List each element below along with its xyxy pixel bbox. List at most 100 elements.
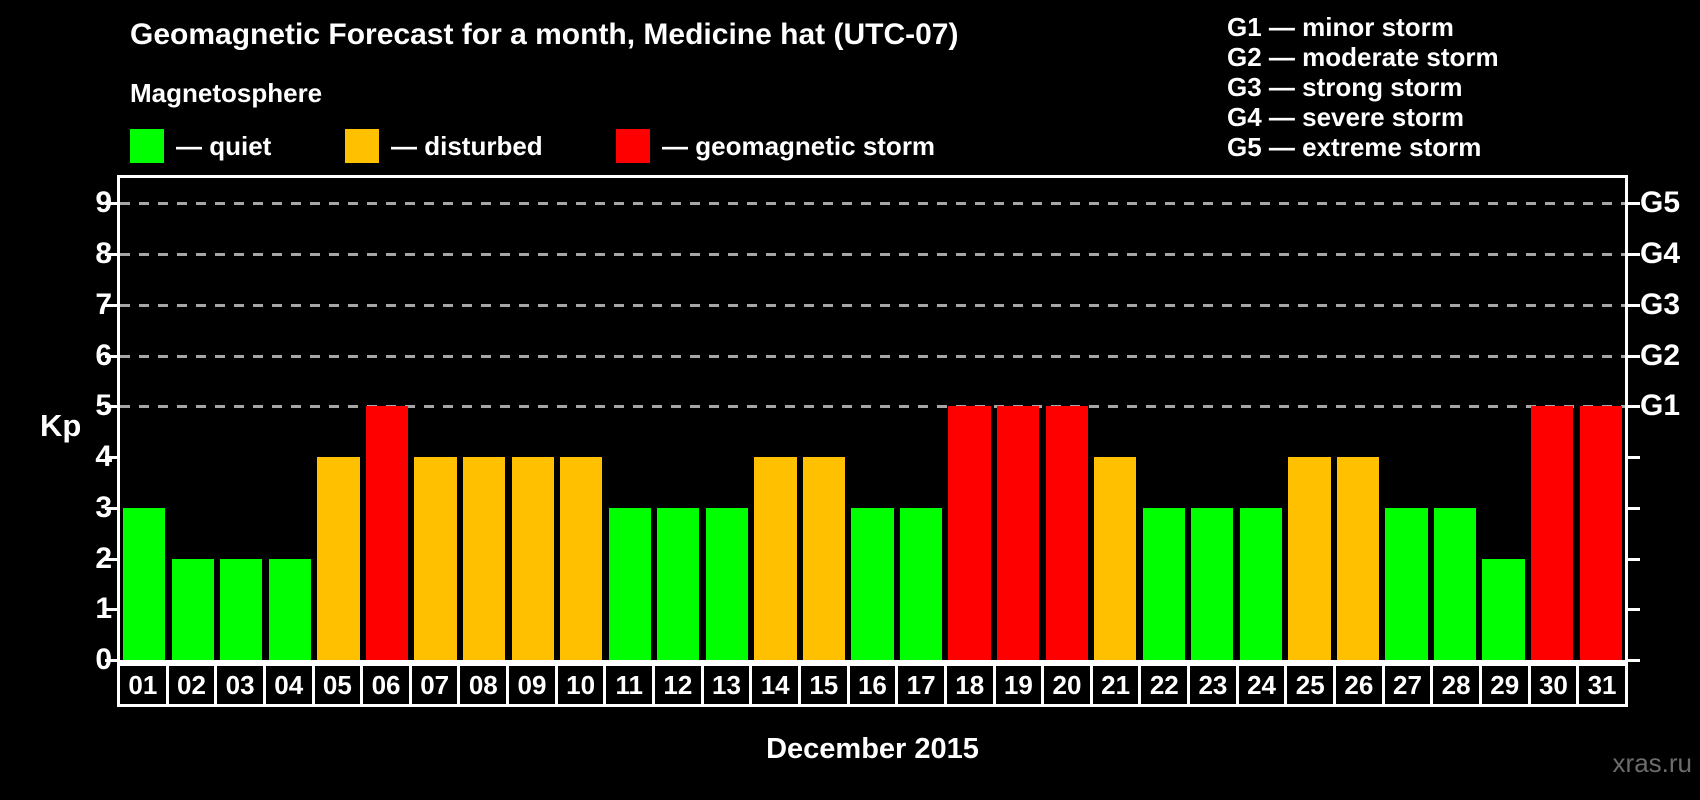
x-axis-day-boxes: 01 02 03 04 05 06 07 08 09 10 11 12 13 14 15 16 17 18 19 20… bbox=[117, 663, 1628, 707]
y-label-9: 9 bbox=[95, 186, 112, 220]
bar-slot-day-02 bbox=[169, 178, 218, 660]
x-axis-title: December 2015 bbox=[766, 733, 979, 765]
day-box-17: 17 bbox=[895, 663, 947, 707]
day-box-20: 20 bbox=[1041, 663, 1093, 707]
y-label-8: 8 bbox=[95, 237, 112, 271]
bar-slot-day-12 bbox=[654, 178, 703, 660]
day-box-23: 23 bbox=[1187, 663, 1239, 707]
bar-slot-day-03 bbox=[217, 178, 266, 660]
bar-slot-day-08 bbox=[460, 178, 509, 660]
day-box-16: 16 bbox=[846, 663, 899, 707]
y-label-7: 7 bbox=[95, 287, 112, 321]
y-label-1: 1 bbox=[95, 592, 112, 626]
y-tick-left-0 bbox=[105, 659, 117, 662]
kp-bar-day-06 bbox=[365, 406, 409, 660]
y-axis-title: Kp bbox=[40, 408, 82, 443]
y-tick-right-5 bbox=[1628, 405, 1640, 409]
day-box-24: 24 bbox=[1235, 663, 1288, 707]
y-tick-right-1 bbox=[1628, 608, 1640, 612]
y-tick-right-7 bbox=[1628, 303, 1640, 307]
kp-bar-day-29 bbox=[1482, 558, 1525, 660]
kp-bar-day-26 bbox=[1336, 457, 1380, 660]
g-label-G5: G5 bbox=[1640, 186, 1681, 220]
kp-bar-day-21 bbox=[1094, 457, 1137, 660]
y-tick-right-2 bbox=[1628, 557, 1640, 561]
legend-item-disturbed: — disturbed bbox=[345, 128, 543, 164]
day-box-22: 22 bbox=[1138, 663, 1191, 707]
kp-bar-day-10 bbox=[560, 457, 603, 660]
y-tick-right-9 bbox=[1628, 202, 1640, 206]
kp-bar-day-17 bbox=[899, 507, 943, 660]
bar-slot-day-10 bbox=[557, 178, 606, 660]
kp-bar-day-12 bbox=[657, 507, 700, 660]
y-tick-left-7 bbox=[105, 303, 117, 307]
day-box-29: 29 bbox=[1478, 663, 1531, 707]
day-box-03: 03 bbox=[214, 663, 266, 707]
y-tick-left-1 bbox=[105, 608, 117, 612]
g-label-G4: G4 bbox=[1640, 237, 1681, 271]
kp-bar-day-03 bbox=[220, 558, 263, 660]
kp-bar-day-01 bbox=[123, 507, 166, 660]
legend-swatch-quiet bbox=[130, 129, 164, 163]
gscale-line-3: G3 — strong storm bbox=[1227, 72, 1463, 102]
bar-slot-day-28 bbox=[1431, 178, 1480, 660]
legend-swatch-disturbed bbox=[345, 129, 379, 163]
kp-bar-day-08 bbox=[462, 457, 506, 660]
bar-slot-day-21 bbox=[1091, 178, 1140, 660]
day-box-30: 30 bbox=[1527, 663, 1580, 707]
kp-bar-day-20 bbox=[1045, 406, 1088, 660]
y-tick-left-5 bbox=[105, 405, 117, 409]
bar-slot-day-25 bbox=[1285, 178, 1334, 660]
legend-label-quiet: — quiet bbox=[176, 130, 272, 161]
day-box-11: 11 bbox=[603, 663, 656, 707]
y-tick-right-3 bbox=[1628, 506, 1640, 510]
kp-bar-day-11 bbox=[608, 507, 651, 660]
kp-bar-day-05 bbox=[317, 457, 360, 660]
y-tick-left-3 bbox=[105, 506, 117, 510]
day-box-13: 13 bbox=[700, 663, 753, 707]
kp-bar-day-28 bbox=[1433, 507, 1477, 660]
day-box-14: 14 bbox=[749, 663, 801, 707]
y-tick-left-4 bbox=[105, 456, 117, 460]
g-label-G3: G3 bbox=[1640, 287, 1681, 321]
y-label-5: 5 bbox=[95, 389, 112, 423]
y-tick-right-6 bbox=[1628, 354, 1640, 358]
kp-bar-day-09 bbox=[511, 457, 554, 660]
legend-swatch-storm bbox=[616, 129, 650, 163]
y-tick-right-4 bbox=[1628, 456, 1640, 460]
kp-bar-day-24 bbox=[1239, 507, 1282, 660]
gridline-kp9 bbox=[120, 202, 1625, 206]
day-box-26: 26 bbox=[1333, 663, 1385, 707]
bar-slot-day-29 bbox=[1479, 178, 1528, 660]
gridline-kp8 bbox=[120, 253, 1625, 257]
watermark: xras.ru bbox=[1612, 748, 1692, 778]
gscale-line-4: G4 — severe storm bbox=[1227, 102, 1465, 132]
day-box-01: 01 bbox=[117, 663, 169, 707]
y-label-2: 2 bbox=[95, 541, 112, 575]
bar-slot-day-11 bbox=[605, 178, 654, 660]
y-tick-left-2 bbox=[105, 557, 117, 561]
legend-label-disturbed: — disturbed bbox=[391, 130, 543, 161]
day-box-05: 05 bbox=[311, 663, 364, 707]
g-label-G2: G2 bbox=[1640, 338, 1681, 372]
day-box-25: 25 bbox=[1284, 663, 1337, 707]
day-box-15: 15 bbox=[797, 663, 850, 707]
y-label-0: 0 bbox=[95, 643, 112, 676]
y-label-4: 4 bbox=[95, 440, 112, 474]
gscale-line-1: G1 — minor storm bbox=[1227, 12, 1454, 42]
bar-slot-day-22 bbox=[1139, 178, 1188, 660]
kp-bar-day-31 bbox=[1579, 406, 1622, 660]
y-tick-left-9 bbox=[105, 202, 117, 206]
day-box-21: 21 bbox=[1089, 663, 1142, 707]
gscale-line-2: G2 — moderate storm bbox=[1227, 42, 1499, 72]
bar-slot-day-14 bbox=[751, 178, 800, 660]
day-box-10: 10 bbox=[554, 663, 607, 707]
day-box-12: 12 bbox=[652, 663, 704, 707]
bar-slot-day-17 bbox=[897, 178, 946, 660]
kp-bar-day-25 bbox=[1288, 457, 1331, 660]
legend-label-storm: — geomagnetic storm bbox=[662, 130, 936, 161]
kp-bar-day-23 bbox=[1191, 507, 1234, 660]
kp-bar-day-27 bbox=[1385, 507, 1428, 660]
bar-slot-day-30 bbox=[1528, 178, 1577, 660]
